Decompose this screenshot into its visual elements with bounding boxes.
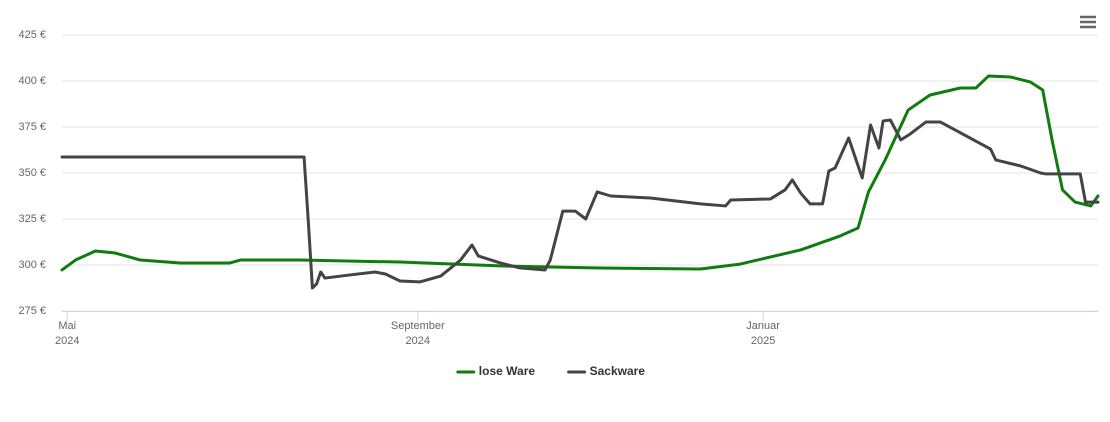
y-tick-label: 425 €: [18, 29, 46, 41]
x-tick-label: Mai 2024: [54, 320, 80, 347]
x-tick-label: Januar 2025: [746, 320, 780, 347]
legend-label: lose Ware: [479, 364, 536, 378]
y-tick-label: 400 €: [18, 75, 46, 87]
y-tick-label: 275 €: [18, 305, 46, 317]
y-tick-label: 300 €: [18, 259, 46, 271]
menu-button[interactable]: [1076, 12, 1100, 34]
legend-label: Sackware: [590, 364, 646, 378]
series-line: [60, 118, 1100, 290]
menu-icon[interactable]: [1080, 15, 1096, 29]
series-line: [60, 74, 1100, 272]
y-tick-label: 325 €: [18, 213, 46, 225]
y-tick-label: 350 €: [18, 167, 46, 179]
x-tick-label: September 2024: [390, 320, 445, 347]
legend-item[interactable]: lose Ware: [456, 364, 536, 378]
legend-item[interactable]: Sackware: [567, 364, 646, 378]
y-tick-label: 375 €: [18, 121, 46, 133]
